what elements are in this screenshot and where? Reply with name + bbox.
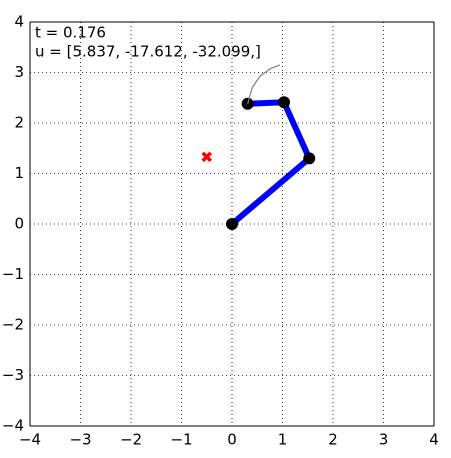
joint: [303, 152, 316, 165]
trail: [247, 64, 281, 104]
y-tick-label: −2: [2, 316, 24, 334]
y-tick-label: 4: [14, 13, 24, 31]
y-tick-label: 3: [14, 63, 24, 81]
y-tick-label: 0: [14, 215, 24, 233]
joint: [226, 218, 238, 230]
annotation: t = 0.176: [35, 24, 106, 42]
x-tick-label: 4: [429, 431, 439, 449]
x-tick-label: −4: [19, 431, 41, 449]
y-tick-label: −3: [2, 366, 24, 384]
x-tick-label: −3: [69, 431, 91, 449]
x-tick-label: −2: [120, 431, 142, 449]
y-tick-label: −4: [2, 417, 24, 435]
annotation: u = [5.837, -17.612, -32.099,]: [35, 43, 261, 61]
joint: [278, 96, 291, 109]
x-tick-label: 2: [328, 431, 338, 449]
arm-link: [230, 99, 313, 227]
y-tick-label: 1: [14, 164, 24, 182]
x-tick-label: 3: [379, 431, 389, 449]
x-tick-label: 0: [227, 431, 237, 449]
x-tick-label: −1: [170, 431, 192, 449]
plot-frame: [29, 21, 435, 427]
y-tick-label: 2: [14, 114, 24, 132]
y-tick-label: −1: [2, 265, 24, 283]
x-tick-label: 1: [278, 431, 288, 449]
target: [201, 151, 212, 163]
